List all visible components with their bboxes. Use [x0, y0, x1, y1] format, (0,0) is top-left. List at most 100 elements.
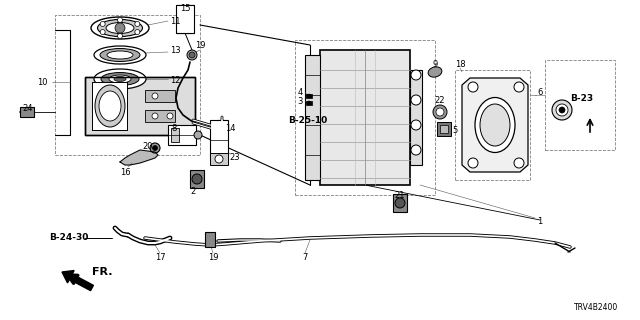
Bar — [295, 40, 435, 195]
Text: 24: 24 — [23, 103, 33, 113]
Text: 8: 8 — [172, 124, 177, 132]
Bar — [92, 82, 127, 130]
Text: 3: 3 — [298, 97, 303, 106]
Circle shape — [307, 101, 311, 105]
Text: 7: 7 — [302, 252, 308, 261]
Text: 16: 16 — [120, 167, 131, 177]
Circle shape — [559, 107, 565, 113]
Bar — [437, 122, 451, 136]
Text: 4: 4 — [298, 87, 303, 97]
Ellipse shape — [480, 104, 510, 146]
Ellipse shape — [107, 51, 133, 59]
Text: B-23: B-23 — [570, 93, 593, 102]
Ellipse shape — [91, 17, 149, 39]
Circle shape — [514, 82, 524, 92]
Circle shape — [411, 145, 421, 155]
Ellipse shape — [106, 22, 134, 34]
Text: 23: 23 — [230, 153, 240, 162]
Bar — [455, 70, 530, 180]
Ellipse shape — [100, 49, 140, 61]
Circle shape — [436, 108, 444, 116]
Circle shape — [135, 29, 140, 35]
Text: 13: 13 — [170, 45, 180, 54]
Bar — [305, 55, 320, 180]
Bar — [145, 110, 175, 122]
Circle shape — [135, 21, 140, 27]
Bar — [440, 125, 448, 133]
Ellipse shape — [109, 75, 131, 83]
Circle shape — [433, 105, 447, 119]
Ellipse shape — [101, 73, 139, 85]
Circle shape — [468, 82, 478, 92]
Text: 5: 5 — [452, 125, 458, 134]
Ellipse shape — [114, 76, 126, 82]
Circle shape — [118, 18, 122, 22]
Bar — [306, 94, 312, 98]
Text: B-24-30: B-24-30 — [49, 234, 88, 243]
Text: TRV4B2400: TRV4B2400 — [573, 303, 618, 312]
Circle shape — [118, 34, 122, 38]
Circle shape — [100, 21, 105, 27]
Circle shape — [411, 95, 421, 105]
Circle shape — [395, 198, 405, 208]
Circle shape — [152, 113, 158, 119]
Bar — [190, 170, 204, 188]
Circle shape — [552, 100, 572, 120]
Bar — [85, 77, 195, 135]
Circle shape — [514, 158, 524, 168]
Bar — [176, 5, 194, 33]
Circle shape — [411, 70, 421, 80]
Bar — [410, 70, 422, 165]
Bar — [210, 153, 228, 165]
Text: 17: 17 — [155, 252, 165, 261]
Bar — [210, 120, 228, 160]
Text: 19: 19 — [195, 41, 205, 50]
Text: 21: 21 — [395, 190, 405, 199]
Text: 11: 11 — [170, 17, 180, 26]
Bar — [92, 82, 127, 130]
Circle shape — [152, 146, 157, 150]
Circle shape — [150, 143, 160, 153]
Circle shape — [152, 93, 158, 99]
Polygon shape — [120, 150, 158, 165]
Text: 1: 1 — [538, 218, 543, 227]
Bar — [85, 77, 195, 135]
Text: 10: 10 — [36, 77, 47, 86]
Circle shape — [189, 52, 195, 58]
Bar — [205, 232, 215, 247]
Bar — [171, 128, 179, 142]
Circle shape — [187, 50, 197, 60]
Bar — [145, 90, 175, 102]
Bar — [20, 107, 34, 117]
Circle shape — [194, 131, 202, 139]
Text: 22: 22 — [435, 95, 445, 105]
Ellipse shape — [97, 20, 143, 36]
Bar — [168, 125, 196, 145]
Circle shape — [411, 120, 421, 130]
Ellipse shape — [94, 46, 146, 64]
Circle shape — [115, 23, 125, 33]
Text: B-25-10: B-25-10 — [289, 116, 328, 124]
Ellipse shape — [99, 91, 121, 121]
Text: 12: 12 — [170, 76, 180, 84]
Text: 19: 19 — [208, 252, 218, 261]
Text: 6: 6 — [538, 87, 543, 97]
Text: FR.: FR. — [92, 267, 113, 277]
Text: 2: 2 — [190, 188, 196, 196]
Circle shape — [192, 174, 202, 184]
Ellipse shape — [95, 85, 125, 127]
Text: 14: 14 — [225, 124, 236, 132]
Circle shape — [556, 104, 568, 116]
Circle shape — [468, 158, 478, 168]
Text: 20: 20 — [143, 141, 153, 150]
Circle shape — [100, 29, 105, 35]
Bar — [545, 60, 615, 150]
Text: 18: 18 — [454, 60, 465, 68]
Bar — [393, 194, 407, 212]
Text: 9: 9 — [433, 60, 438, 68]
Bar — [320, 50, 410, 185]
Circle shape — [307, 94, 311, 98]
Ellipse shape — [475, 98, 515, 153]
Polygon shape — [462, 78, 528, 172]
Circle shape — [167, 113, 173, 119]
